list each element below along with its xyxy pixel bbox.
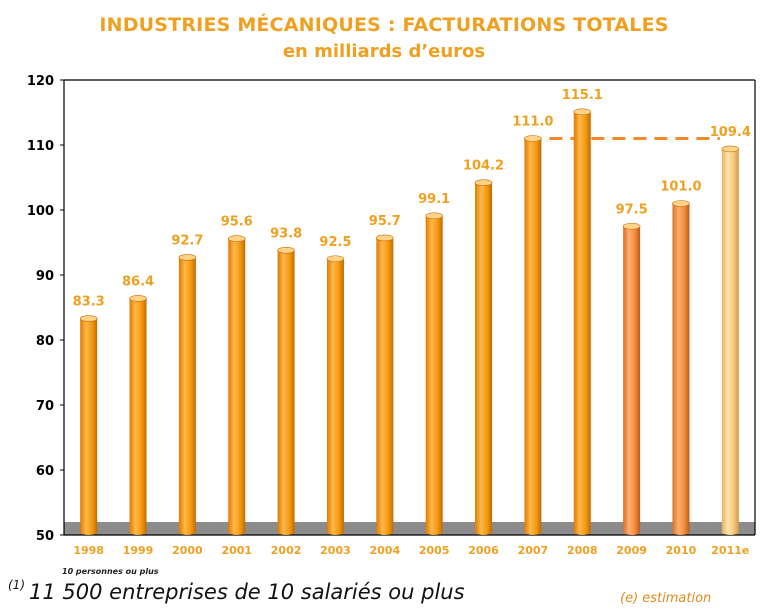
bar — [524, 138, 542, 532]
x-tick-label: 2008 — [567, 544, 598, 557]
x-tick-label: 2009 — [616, 544, 647, 557]
bar-value-label: 86.4 — [122, 274, 154, 289]
bar-base — [178, 529, 196, 535]
y-tick-label: 90 — [36, 269, 54, 284]
x-tick-label: 2011e — [711, 544, 749, 557]
chart-subtitle: en milliards d’euros — [282, 41, 486, 62]
bar-base — [326, 529, 344, 535]
bar-top — [573, 108, 592, 116]
bar-value-label: 99.1 — [418, 192, 450, 207]
y-tick-label: 60 — [36, 464, 54, 479]
bar-value-label: 111.0 — [512, 115, 553, 130]
bar — [228, 238, 246, 532]
bar-top — [721, 145, 740, 153]
bar — [475, 182, 493, 532]
estimation-note: (e) estimation — [620, 591, 712, 606]
bar-value-label: 95.6 — [221, 215, 253, 230]
bar-value-label: 97.5 — [616, 202, 648, 217]
bar — [623, 226, 641, 532]
chart-title: INDUSTRIES MÉCANIQUES : FACTURATIONS TOT… — [99, 14, 669, 36]
x-tick-label: 2003 — [320, 544, 351, 557]
bar — [80, 318, 98, 532]
bar-base — [80, 529, 98, 535]
bar — [129, 298, 147, 532]
bar-top — [622, 222, 641, 230]
bar-top — [79, 315, 98, 322]
bar-top — [474, 179, 493, 186]
bar — [178, 257, 196, 532]
bar-base — [425, 529, 443, 535]
bar-value-label: 93.8 — [270, 226, 302, 241]
bar-top — [672, 200, 690, 207]
bar-top — [277, 247, 295, 254]
footnote-text: 11 500 entreprises de 10 salariés ou plu… — [29, 580, 465, 604]
bar — [277, 250, 295, 533]
bar-top — [129, 295, 147, 302]
bar-base — [524, 529, 542, 535]
bar-base — [277, 529, 295, 535]
y-tick-label: 120 — [27, 74, 54, 89]
chart-floor — [64, 522, 755, 535]
bar-base — [721, 529, 739, 535]
x-tick-label: 2002 — [271, 544, 302, 557]
bar-value-label: 115.1 — [562, 88, 603, 103]
bar-value-label: 92.5 — [319, 235, 351, 250]
x-tick-label: 2000 — [172, 544, 203, 557]
footnote: (1) 11 500 entreprises de 10 salariés ou … — [8, 578, 465, 604]
y-tick-label: 100 — [27, 204, 54, 219]
x-tick-label: 1999 — [123, 544, 154, 557]
small-note: 10 personnes ou plus — [62, 567, 159, 576]
bar — [573, 111, 591, 532]
bar-top — [425, 212, 443, 220]
y-tick-label: 70 — [36, 399, 54, 414]
bar — [721, 148, 739, 532]
bar-base — [475, 529, 493, 535]
x-tick-label: 2010 — [666, 544, 697, 557]
bar-base — [573, 529, 591, 535]
bar-base — [672, 529, 690, 535]
bar-top — [376, 234, 394, 242]
x-tick-label: 2004 — [370, 544, 401, 557]
bar — [376, 237, 394, 532]
bar — [425, 215, 443, 532]
bar-value-label: 92.7 — [171, 233, 203, 248]
bar-base — [623, 529, 641, 535]
bar-value-label: 95.7 — [369, 214, 401, 229]
x-tick-label: 2005 — [419, 544, 450, 557]
bar-base — [228, 529, 246, 535]
bar-top — [524, 135, 542, 142]
x-tick-label: 2007 — [518, 544, 549, 557]
bar-top — [227, 235, 246, 242]
bar-value-label: 83.3 — [73, 295, 105, 310]
bar — [672, 203, 690, 532]
bar-top — [326, 255, 345, 263]
bar-top — [178, 254, 197, 261]
y-tick-label: 110 — [27, 139, 54, 154]
bar-base — [376, 529, 394, 535]
bar-value-label: 104.2 — [463, 159, 504, 174]
x-tick-label: 2006 — [468, 544, 499, 557]
x-tick-label: 1998 — [73, 544, 104, 557]
y-tick-label: 50 — [36, 529, 54, 544]
footnote-marker: (1) — [8, 578, 25, 592]
bar-base — [129, 529, 147, 535]
bar-value-label: 101.0 — [660, 180, 701, 195]
y-tick-label: 80 — [36, 334, 54, 349]
bar-value-label: 109.4 — [710, 125, 751, 140]
bar — [326, 258, 344, 532]
x-tick-label: 2001 — [221, 544, 252, 557]
